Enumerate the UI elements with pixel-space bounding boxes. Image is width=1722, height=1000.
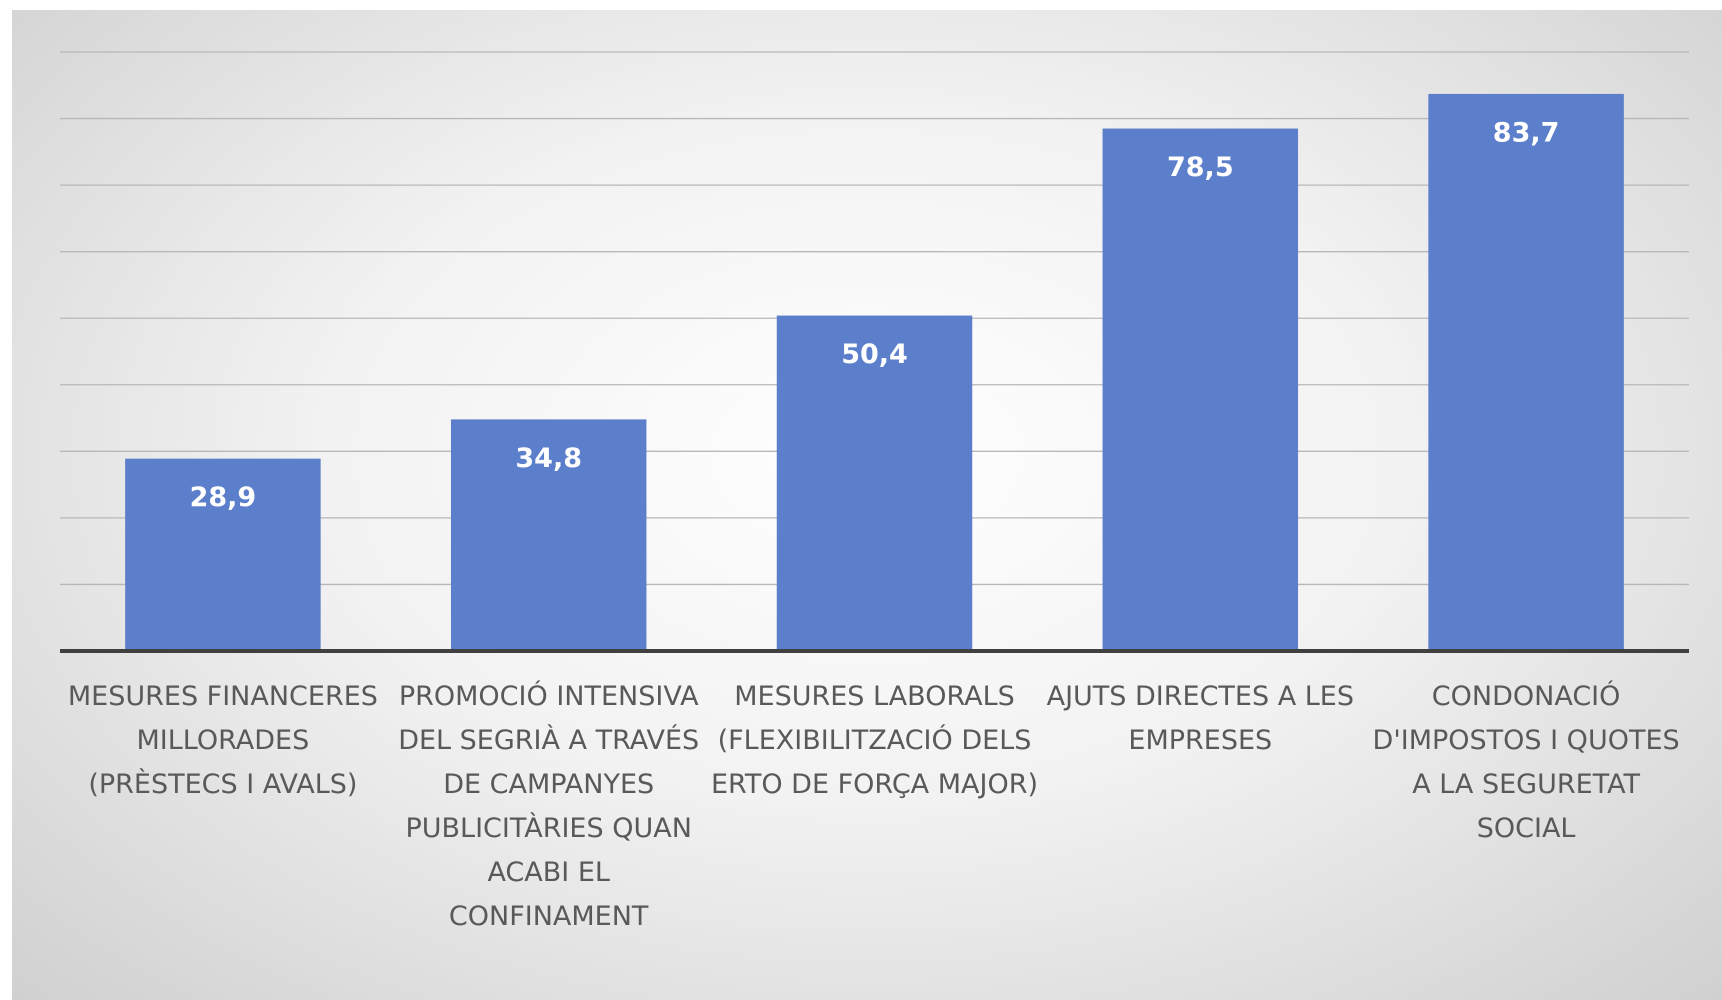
value-label: 28,9 (190, 482, 257, 513)
bar (776, 315, 973, 651)
x-tick-label: MESURES LABORALS (FLEXIBILITZACIÓ DELS E… (711, 681, 1038, 800)
bar (450, 419, 647, 651)
bar (1428, 93, 1624, 652)
x-tick-label: MESURES FINANCERES MILLORADES (PRÈSTECS … (67, 681, 378, 800)
bar (125, 458, 321, 651)
x-tick-label: CONDONACIÓ D'IMPOSTOS I QUOTES A LA SEGU… (1372, 681, 1680, 844)
value-label: 83,7 (1493, 117, 1560, 148)
value-label: 78,5 (1167, 152, 1234, 183)
x-tick-label: AJUTS DIRECTES A LES EMPRESES (1046, 681, 1354, 756)
value-label: 50,4 (841, 339, 908, 370)
value-label: 34,8 (515, 443, 582, 474)
x-tick-label: PROMOCIÓ INTENSIVA DEL SEGRIÀ A TRAVÉS D… (398, 681, 700, 932)
bar (1102, 128, 1299, 652)
